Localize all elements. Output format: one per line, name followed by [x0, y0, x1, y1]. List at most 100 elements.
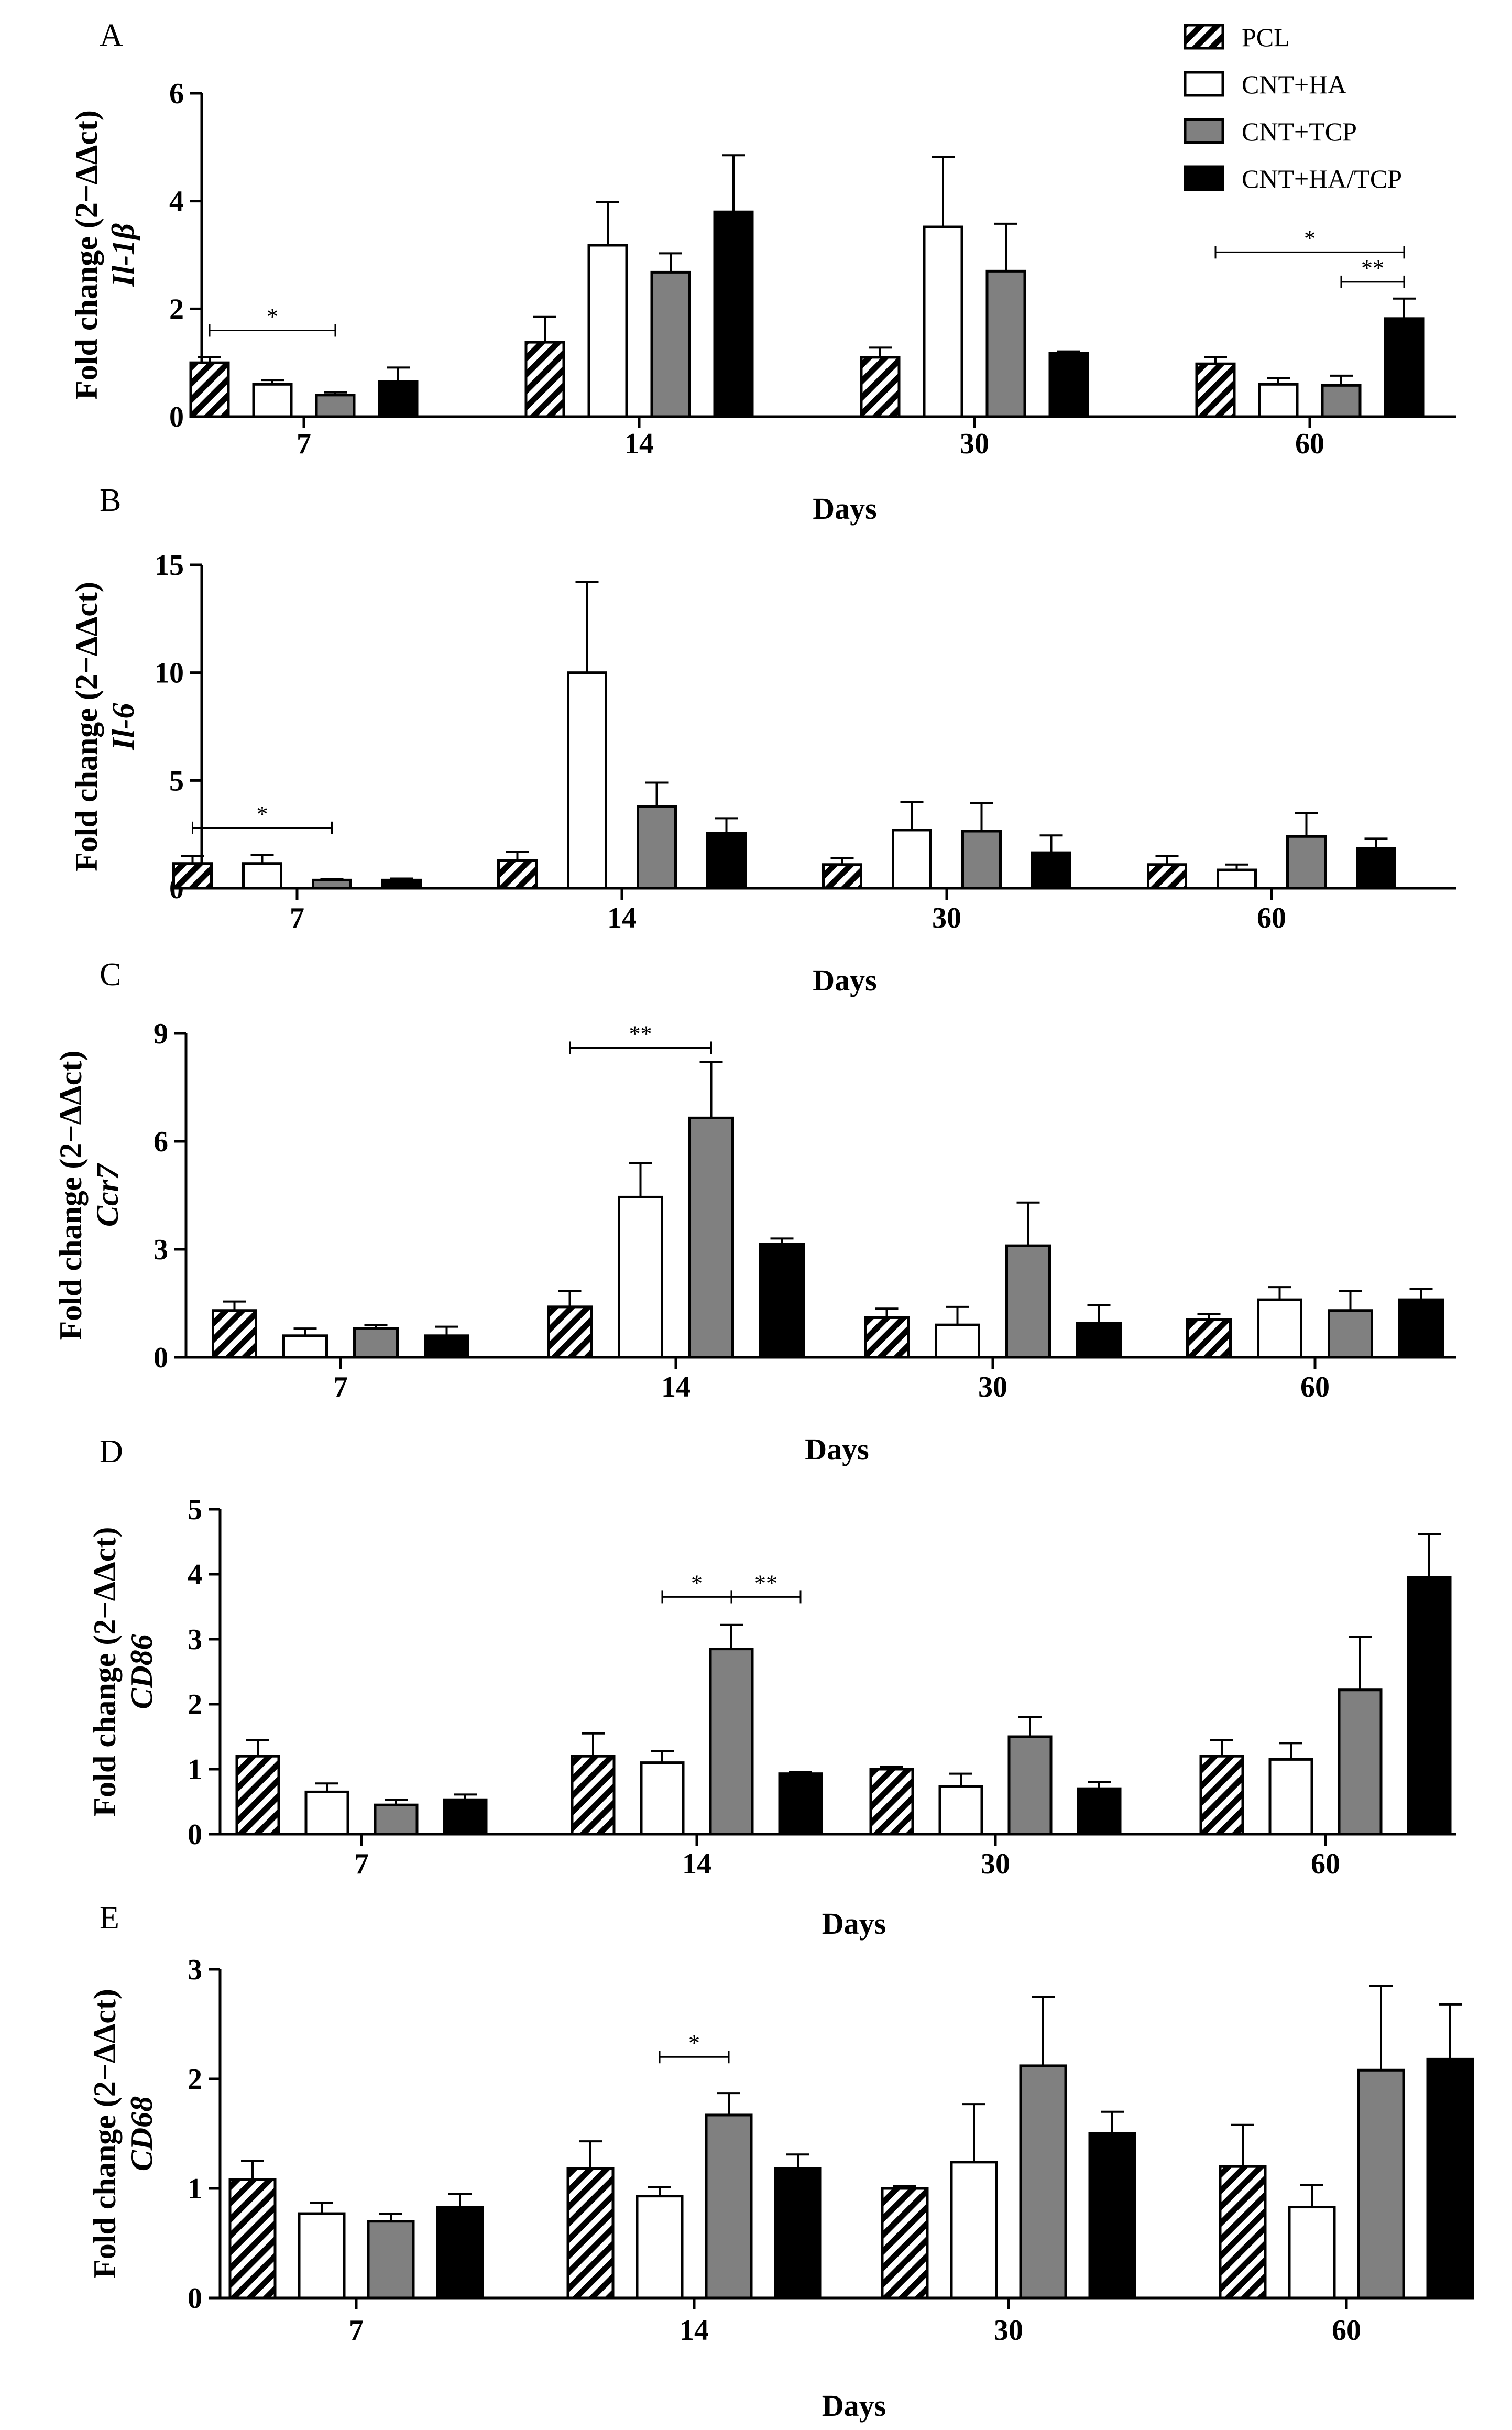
- chart-panel-a: A 0 2 4 6 7 14 30 60 Days Fold change (2−ΔΔct) Il-1…: [69, 18, 1456, 526]
- x-axis-title: Days: [805, 1432, 869, 1466]
- bar-pcl-day-14: [566, 2167, 615, 2300]
- legend-label: CNT+HA: [1242, 70, 1346, 99]
- bar-cnt-ha-tcp-day-14: [774, 2167, 822, 2300]
- x-tick-label: 60: [1332, 2314, 1361, 2347]
- bar-cnt-tcp-day-14: [650, 270, 691, 418]
- bar-pcl-day-60: [1195, 362, 1236, 418]
- bar-cnt-tcp-day-14: [637, 805, 677, 890]
- x-tick-label: 14: [624, 428, 654, 460]
- y-tick-label: 4: [188, 1559, 202, 1591]
- y-tick-label: 5: [188, 1494, 202, 1526]
- x-tick-label: 14: [661, 1371, 691, 1403]
- bar-cnt-tcp-day-60: [1357, 2068, 1405, 2300]
- x-tick-label: 14: [680, 2314, 709, 2347]
- legend-swatch: [1184, 71, 1224, 97]
- bar-cnt-ha-day-30: [950, 2161, 998, 2300]
- y-axis-gene-label: CD86: [124, 1634, 159, 1709]
- y-tick-label: 1: [188, 2173, 202, 2205]
- significance-label: *: [1304, 225, 1316, 251]
- legend-swatch: [1184, 118, 1224, 144]
- legend-swatch: [1184, 165, 1224, 191]
- y-axis-gene-label: Il-1β: [106, 223, 140, 287]
- bar-cnt-tcp-day-60: [1286, 835, 1327, 890]
- chart-panel-e: E 0 1 2 3 7 14 30 60 Days Fold change (2−ΔΔct) CD68…: [87, 1900, 1474, 2423]
- bar-cnt-ha-day-30: [892, 829, 932, 890]
- bar-pcl-day-14: [524, 341, 565, 418]
- significance-label: **: [1361, 255, 1384, 281]
- x-tick-label: 14: [607, 902, 637, 934]
- chart-panel-b: B0510157143060DaysFold change (2−ΔΔct)Il…: [69, 483, 1456, 997]
- bar-cnt-tcp-day-30: [985, 269, 1026, 418]
- bar-cnt-ha-day-14: [640, 1761, 685, 1836]
- bar-cnt-ha-day-60: [1258, 383, 1299, 418]
- bar-pcl-day-30: [822, 863, 862, 890]
- x-axis-title: Days: [822, 2389, 886, 2423]
- bar-pcl-day-60: [1147, 863, 1187, 890]
- panel-letter: B: [100, 483, 121, 518]
- bar-cnt-ha-day-14: [587, 244, 628, 418]
- bar-cnt-ha-day-7: [304, 1790, 349, 1836]
- bar-cnt-ha-day-60: [1288, 2206, 1336, 2300]
- significance-label: *: [691, 1570, 703, 1596]
- bar-pcl-day-7: [172, 862, 213, 890]
- x-tick-label: 7: [333, 1371, 348, 1403]
- bar-pcl-day-30: [881, 2187, 929, 2300]
- bar-cnt-ha-tcp-day-7: [381, 878, 422, 890]
- bar-cnt-ha-tcp-day-7: [436, 2206, 484, 2300]
- x-tick-label: 60: [1295, 428, 1324, 460]
- bar-cnt-tcp-day-30: [1007, 1735, 1053, 1836]
- significance-label: *: [257, 801, 268, 827]
- y-tick-label: 3: [154, 1234, 168, 1266]
- bar-pcl-day-7: [212, 1309, 257, 1359]
- bar-cnt-ha-day-60: [1268, 1758, 1313, 1836]
- x-tick-label: 7: [349, 2314, 364, 2347]
- bar-cnt-ha-day-60: [1257, 1298, 1302, 1359]
- bar-pcl-day-60: [1186, 1318, 1232, 1359]
- bar-cnt-ha-tcp-day-7: [378, 380, 419, 418]
- legend: PCL CNT+HA CNT+TCP CNT+HA/TCP: [1184, 23, 1402, 193]
- y-axis-gene-label: CD68: [124, 2096, 159, 2171]
- y-tick-label: 0: [188, 1818, 202, 1851]
- y-tick-label: 10: [155, 657, 184, 690]
- chart-panel-d: D 0 1 2 3 4 5 7 14 30 60 Days Fold change (2−ΔΔct) CD…: [87, 1434, 1456, 1941]
- y-tick-label: 1: [188, 1753, 202, 1786]
- y-tick-label: 0: [169, 401, 184, 433]
- x-tick-label: 30: [981, 1848, 1010, 1880]
- x-tick-label: 7: [297, 428, 311, 460]
- panel-letter: D: [100, 1434, 123, 1469]
- bar-cnt-tcp-day-60: [1321, 384, 1362, 418]
- x-axis-title: Days: [822, 1906, 886, 1941]
- bar-cnt-tcp-day-7: [312, 878, 352, 890]
- y-tick-label: 6: [154, 1126, 168, 1158]
- bar-cnt-tcp-day-60: [1328, 1309, 1373, 1359]
- bar-cnt-ha-tcp-day-30: [1076, 1322, 1122, 1359]
- bar-pcl-day-7: [189, 361, 230, 418]
- bar-cnt-ha-day-7: [298, 2212, 346, 2300]
- bar-cnt-ha-tcp-day-60: [1356, 847, 1396, 890]
- legend-swatch: [1184, 24, 1224, 50]
- panel-letter: E: [100, 1900, 119, 1936]
- bar-pcl-day-7: [228, 2178, 277, 2300]
- bar-cnt-ha-day-7: [252, 383, 293, 418]
- significance-label: **: [629, 1021, 652, 1047]
- bar-cnt-tcp-day-14: [705, 2113, 753, 2300]
- y-tick-label: 9: [154, 1018, 168, 1050]
- x-tick-label: 7: [290, 902, 304, 934]
- significance-label: **: [754, 1570, 777, 1596]
- bar-cnt-ha-tcp-day-60: [1426, 2057, 1474, 2300]
- y-tick-label: 2: [169, 293, 184, 325]
- y-axis-gene-label: Il-6: [106, 703, 140, 751]
- bar-pcl-day-30: [864, 1316, 910, 1359]
- bar-cnt-ha-tcp-day-7: [443, 1798, 488, 1836]
- x-axis-title: Days: [813, 492, 876, 526]
- x-tick-label: 30: [978, 1371, 1007, 1403]
- y-axis-title: Fold change (2−ΔΔct): [53, 1051, 88, 1341]
- y-tick-label: 3: [188, 1623, 202, 1656]
- bar-cnt-ha-day-60: [1217, 868, 1257, 890]
- significance-label: *: [267, 303, 278, 329]
- bar-cnt-ha-tcp-day-7: [424, 1334, 469, 1359]
- bar-cnt-ha-tcp-day-30: [1088, 2132, 1136, 2300]
- bar-pcl-day-60: [1199, 1755, 1244, 1836]
- bar-cnt-ha-day-14: [636, 2195, 684, 2300]
